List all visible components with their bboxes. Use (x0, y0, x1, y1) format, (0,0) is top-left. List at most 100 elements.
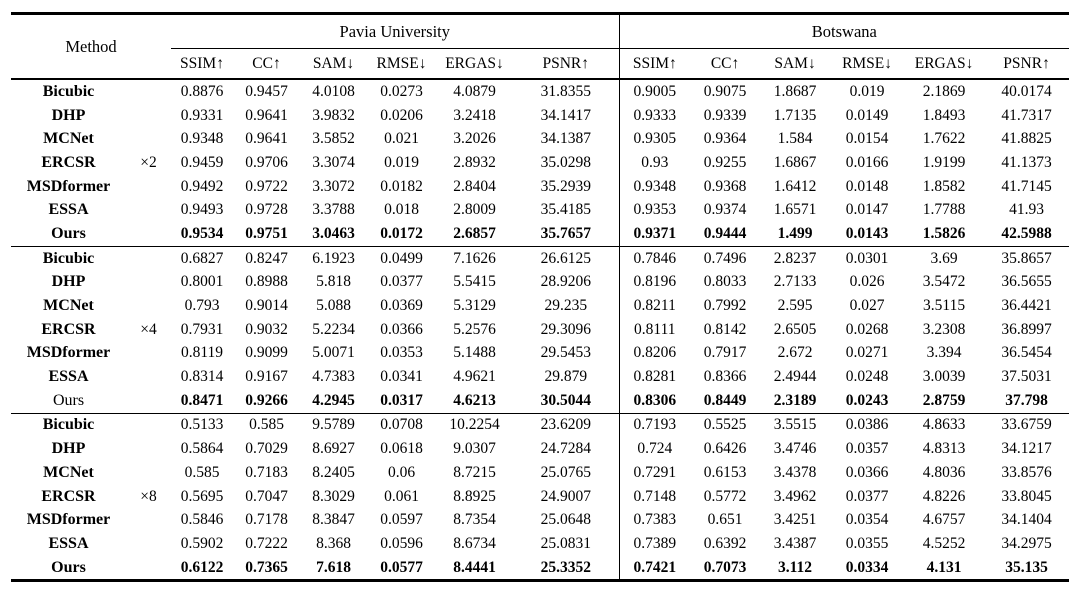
metric-value: 36.5454 (1001, 344, 1052, 362)
metric-value: 5.088 (316, 297, 351, 315)
metric-value: 5.1488 (453, 344, 496, 362)
scale-spacer (126, 342, 171, 366)
metric-value: 0.6392 (703, 534, 747, 552)
method-name: MSDformer (26, 344, 111, 362)
metric-value: 0.6426 (703, 440, 747, 458)
table-row: DHP 0.5864 0.7029 8.6927 0.0618 9.0307 24.7284… (11, 437, 1069, 461)
metric-value: 0.8206 (618, 341, 691, 366)
metric-value: 0.7421 (618, 555, 691, 581)
metric-value: 0.0273 (380, 82, 423, 100)
metric-value: 0.9255 (703, 153, 747, 171)
metric-value: 0.9353 (618, 198, 691, 223)
metric-value: 0.9751 (245, 224, 288, 242)
metric-value: 5.3129 (453, 297, 496, 315)
metric-value: 0.8001 (180, 273, 224, 291)
metric-value: 0.7183 (245, 463, 288, 481)
metric-value: 9.5789 (300, 412, 367, 438)
metric-value: 4.8313 (922, 440, 966, 458)
metric-value: 0.0268 (845, 320, 889, 338)
metric-value: 0.5525 (690, 412, 761, 438)
metric-value: 25.0765 (540, 463, 591, 481)
metric-value: 4.7383 (312, 368, 355, 386)
metric-value: 0.9374 (703, 201, 747, 219)
metric-value: 0.9305 (618, 127, 691, 152)
metric-value: 0.9333 (618, 103, 691, 128)
metric-value: 1.8582 (922, 177, 966, 195)
method-name: Bicubic (42, 82, 95, 100)
metric-value: 4.8036 (922, 463, 966, 481)
metric-value: 35.4185 (540, 201, 591, 219)
metric-value: 0.8119 (180, 344, 224, 362)
metric-value: 0.9534 (180, 224, 224, 242)
metric-value: 35.7657 (540, 224, 591, 242)
metric-value: 33.8045 (1001, 487, 1052, 505)
metric-value: 1.8687 (773, 82, 817, 100)
metric-value: 0.9706 (245, 153, 288, 171)
metric-value: 40.0174 (1001, 82, 1052, 100)
metric-value: 0.7917 (703, 344, 747, 362)
metric-value: 3.5852 (312, 130, 355, 148)
metric-value: 8.2405 (312, 463, 355, 481)
column-header-pavia-ssim: SSIM↑ (171, 48, 233, 80)
metric-value: 3.4251 (773, 511, 817, 529)
metric-value: 1.6571 (773, 201, 817, 219)
method-name: Ours (51, 558, 86, 576)
metric-value: 0.0708 (367, 412, 436, 438)
metric-value: 0.93 (618, 151, 691, 175)
scale-factor-label: ×8 (140, 487, 157, 505)
metric-value: 33.6759 (984, 412, 1070, 438)
metric-value: 0.019 (849, 82, 885, 100)
scale-spacer (126, 271, 171, 295)
metric-value: 0.0172 (380, 224, 423, 242)
method-name: ESSA (48, 368, 89, 386)
metric-value: 8.3029 (312, 487, 355, 505)
metric-value: 0.026 (849, 273, 885, 291)
metric-value: 0.9722 (245, 177, 288, 195)
metric-value: 0.0317 (380, 391, 423, 409)
column-header-method: Method (11, 13, 171, 80)
metric-value: 0.9339 (703, 106, 747, 124)
metric-value: 4.8633 (904, 412, 985, 438)
method-name: MSDformer (26, 511, 111, 529)
metric-value: 0.5846 (180, 511, 224, 529)
column-header-botswana-ssim: SSIM↑ (618, 48, 691, 80)
metric-value: 0.5772 (703, 487, 747, 505)
group-header-botswana: Botswana (618, 13, 1070, 49)
table-row: Ours 0.6122 0.7365 7.618 0.0577 8.4441 25.3352… (11, 555, 1069, 581)
metric-value: 3.112 (778, 558, 813, 576)
scale-spacer (126, 389, 171, 413)
metric-value: 7.618 (316, 558, 351, 576)
metric-value: 4.0108 (312, 82, 355, 100)
metric-value: 4.131 (926, 558, 962, 576)
metric-value: 0.9331 (180, 106, 224, 124)
method-name: MCNet (43, 297, 94, 315)
metric-value: 41.93 (1009, 201, 1044, 219)
scale-spacer (126, 437, 171, 461)
metric-value: 29.3096 (540, 320, 591, 338)
metric-value: 3.2308 (922, 320, 966, 338)
metric-value: 2.595 (777, 297, 813, 315)
metric-value: 0.019 (384, 153, 419, 171)
metric-value: 10.2254 (436, 412, 513, 438)
table-row: ERCSR ×4 0.7931 0.9032 5.2234 0.0366 5.2576 29.… (11, 317, 1069, 342)
column-header-pavia-psnr: PSNR↑ (513, 48, 620, 80)
metric-value: 0.8988 (245, 273, 288, 291)
metric-value: 5.5415 (453, 273, 496, 291)
metric-value: 34.1417 (540, 106, 591, 124)
metric-value: 34.2975 (1001, 534, 1052, 552)
metric-value: 2.7133 (773, 273, 817, 291)
metric-value: 35.0298 (540, 153, 591, 171)
metric-value: 0.8111 (618, 317, 691, 342)
metric-value: 0.0271 (845, 344, 889, 362)
scale-spacer (126, 532, 171, 556)
metric-value: 0.0386 (830, 412, 905, 438)
metric-value: 2.8759 (922, 391, 966, 409)
metric-value: 0.0206 (380, 106, 423, 124)
metric-value: 42.5988 (1001, 224, 1052, 242)
table-body: Bicubic 0.8876 0.9457 4.0108 0.0273 4.0879 31.… (11, 79, 1070, 581)
scale-spacer (126, 412, 171, 438)
metric-value: 0.0143 (845, 224, 889, 242)
scale-spacer (126, 104, 171, 128)
metric-value: 35.8657 (984, 245, 1070, 271)
metric-value: 0.7931 (180, 320, 224, 338)
